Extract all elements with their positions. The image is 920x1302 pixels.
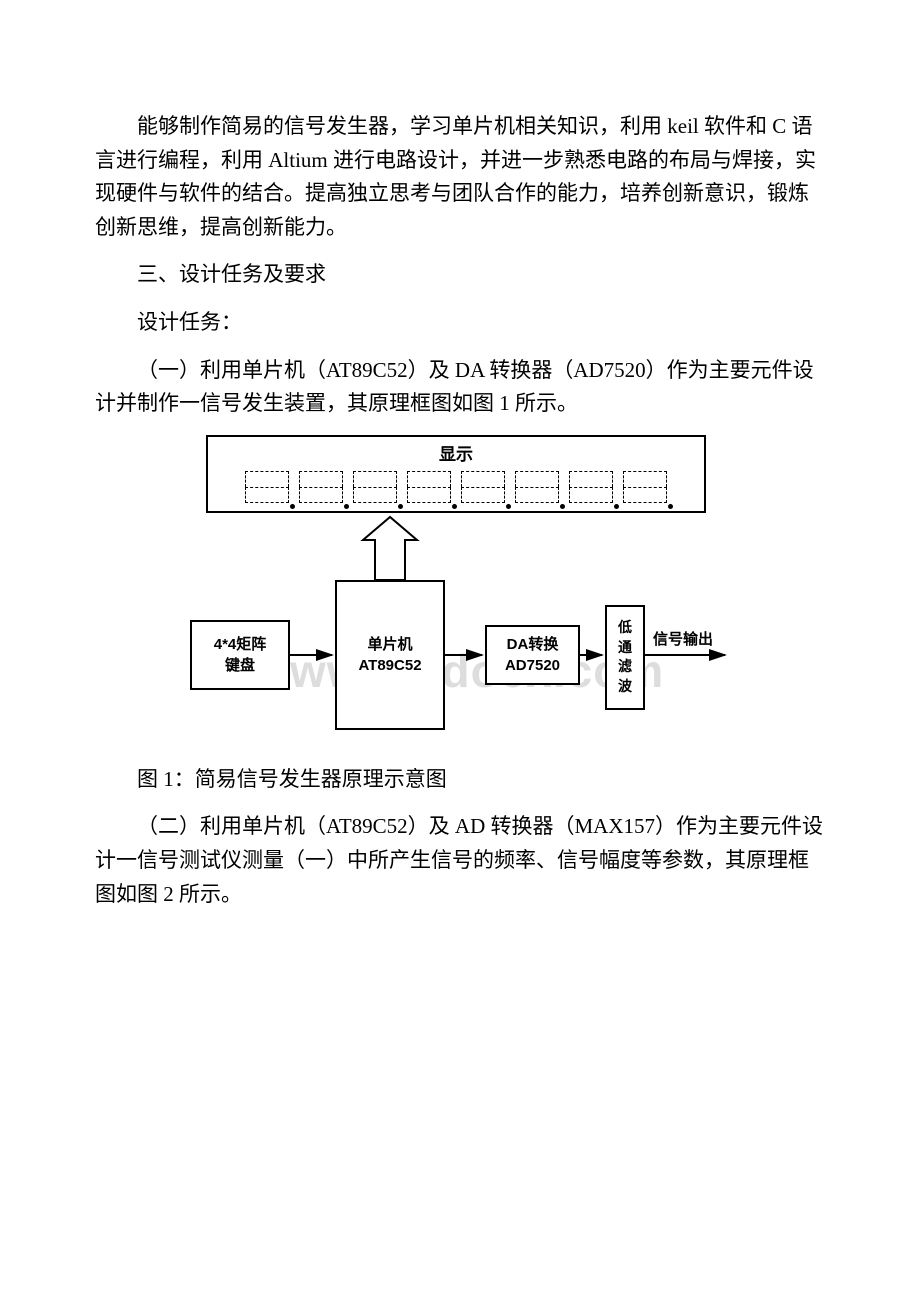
seven-seg-digit bbox=[407, 471, 451, 507]
paragraph-task1: （一）利用单片机（AT89C52）及 DA 转换器（AD7520）作为主要元件设… bbox=[95, 354, 825, 421]
display-block: 显示 bbox=[206, 435, 706, 513]
paragraph-task2: （二）利用单片机（AT89C52）及 AD 转换器（MAX157）作为主要元件设… bbox=[95, 810, 825, 911]
seven-seg-digit bbox=[623, 471, 667, 507]
figure-caption: 图 1：简易信号发生器原理示意图 bbox=[95, 763, 825, 797]
paragraph-intro: 能够制作简易的信号发生器，学习单片机相关知识，利用 keil 软件和 C 语言进… bbox=[95, 110, 825, 244]
diagram-container: www.bdocx.com 显示 4*4矩阵 键盘 单片机 AT89C52 DA… bbox=[95, 435, 825, 745]
output-label: 信号输出 bbox=[653, 628, 713, 652]
lpf-char2: 通 bbox=[618, 638, 632, 658]
da-block: DA转换 AD7520 bbox=[485, 625, 580, 685]
keypad-block: 4*4矩阵 键盘 bbox=[190, 620, 290, 690]
seven-seg-digit bbox=[569, 471, 613, 507]
da-line2: AD7520 bbox=[505, 655, 560, 676]
mcu-line2: AT89C52 bbox=[358, 655, 421, 676]
keypad-line1: 4*4矩阵 bbox=[214, 634, 267, 655]
seven-seg-digit bbox=[245, 471, 289, 507]
display-title: 显示 bbox=[439, 443, 473, 467]
seven-seg-digit bbox=[515, 471, 559, 507]
seven-seg-digit bbox=[299, 471, 343, 507]
block-diagram: www.bdocx.com 显示 4*4矩阵 键盘 单片机 AT89C52 DA… bbox=[190, 435, 730, 745]
seven-seg-digit bbox=[353, 471, 397, 507]
lpf-char4: 波 bbox=[618, 677, 632, 697]
seven-seg-digit bbox=[461, 471, 505, 507]
keypad-line2: 键盘 bbox=[225, 655, 255, 676]
section-heading: 三、设计任务及要求 bbox=[95, 258, 825, 292]
mcu-line1: 单片机 bbox=[367, 634, 412, 655]
seven-seg-row bbox=[245, 471, 667, 507]
mcu-block: 单片机 AT89C52 bbox=[335, 580, 445, 730]
lpf-char1: 低 bbox=[618, 618, 632, 638]
da-line1: DA转换 bbox=[507, 634, 559, 655]
subsection-heading: 设计任务： bbox=[95, 306, 825, 340]
lpf-block: 低 通 滤 波 bbox=[605, 605, 645, 710]
lpf-char3: 滤 bbox=[618, 657, 632, 677]
